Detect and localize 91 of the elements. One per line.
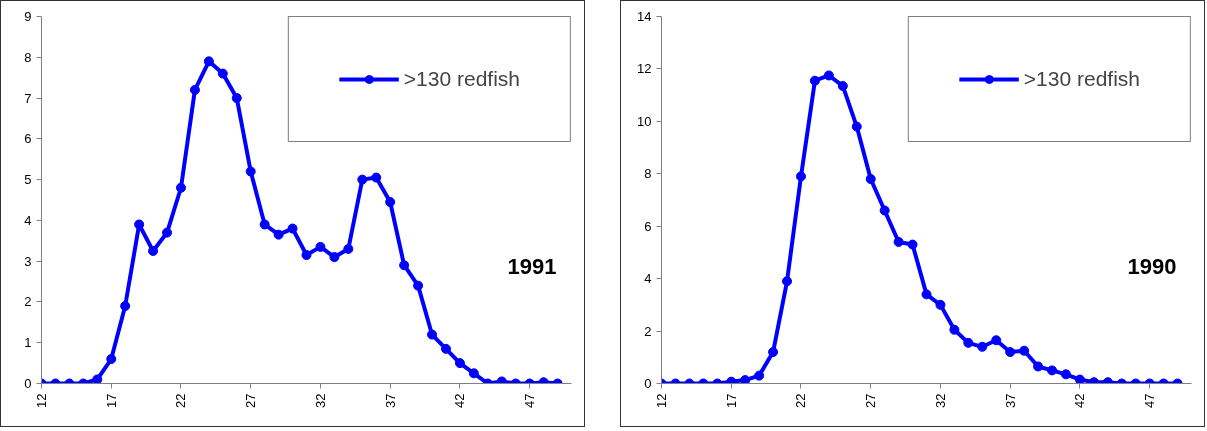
point: [162, 227, 173, 238]
y-tick-label: 0: [24, 376, 32, 391]
x-tick-label: 22: [173, 393, 189, 408]
point: [1033, 361, 1044, 372]
point: [809, 75, 820, 86]
point: [329, 252, 340, 263]
point: [357, 174, 368, 185]
annotation: 1990: [1127, 253, 1177, 279]
legend-label: >130 redfish: [1023, 67, 1140, 91]
x-tick-label: 17: [103, 393, 119, 408]
point: [893, 236, 904, 247]
x-tick-label: 37: [382, 393, 398, 408]
annotation: 1991: [507, 253, 557, 279]
y-tick-label: 0: [644, 376, 652, 391]
x-tick-label: 42: [1072, 393, 1088, 408]
point: [837, 80, 848, 91]
y-tick-label: 7: [24, 90, 32, 106]
point: [468, 368, 479, 379]
y-tick-label: 2: [644, 323, 652, 339]
point: [1005, 347, 1016, 358]
x-tick-label: 32: [932, 393, 948, 408]
point: [851, 121, 862, 132]
point: [231, 93, 242, 104]
point: [189, 84, 200, 95]
y-tick-label: 4: [644, 271, 652, 287]
point: [301, 250, 312, 261]
y-tick-label: 6: [644, 218, 652, 234]
x-tick-label: 12: [654, 393, 669, 408]
point: [768, 347, 779, 358]
point: [907, 239, 918, 250]
y-tick-label: 5: [24, 172, 32, 188]
x-tick-label: 27: [863, 393, 879, 408]
point: [203, 56, 214, 67]
y-tick-label: 14: [637, 9, 652, 24]
x-tick-label: 47: [1142, 393, 1158, 408]
point: [440, 343, 451, 354]
point: [795, 171, 806, 182]
x-tick-label: 17: [723, 393, 739, 408]
point: [963, 337, 974, 348]
legend-label: >130 redfish: [403, 67, 520, 91]
point: [991, 335, 1002, 346]
point: [175, 182, 186, 193]
x-tick-label: 27: [243, 393, 259, 408]
point: [315, 241, 326, 252]
point: [120, 301, 131, 312]
point: [106, 354, 117, 365]
point: [740, 375, 751, 384]
y-tick-label: 4: [24, 212, 32, 228]
y-tick-label: 2: [24, 294, 32, 310]
point: [454, 358, 465, 369]
y-tick-label: 8: [24, 49, 32, 65]
x-tick-label: 12: [34, 393, 49, 408]
point: [949, 324, 960, 335]
y-tick-label: 1: [24, 335, 32, 351]
point: [977, 341, 988, 352]
y-tick-label: 10: [637, 113, 652, 129]
x-tick-label: 32: [312, 393, 328, 408]
y-tick-label: 12: [637, 61, 652, 77]
x-tick-label: 37: [1002, 393, 1018, 408]
point: [148, 245, 159, 256]
point: [273, 229, 284, 240]
point: [385, 197, 396, 208]
x-tick-label: 47: [522, 393, 538, 408]
point: [1047, 365, 1058, 376]
point: [935, 299, 946, 310]
point: [287, 223, 298, 234]
point: [1019, 345, 1030, 356]
point: [1074, 374, 1085, 384]
point: [427, 329, 438, 340]
point: [782, 276, 793, 287]
point: [399, 260, 410, 271]
point: [865, 174, 876, 185]
point: [879, 205, 890, 216]
point: [134, 219, 145, 230]
point: [343, 243, 354, 254]
point: [823, 70, 834, 81]
point: [371, 172, 382, 183]
y-tick-label: 6: [24, 131, 32, 147]
point: [921, 289, 932, 300]
point: [245, 166, 256, 177]
point: [754, 370, 765, 381]
point: [1060, 369, 1071, 380]
point: [92, 374, 103, 384]
point: [413, 280, 424, 291]
point: [217, 68, 228, 79]
x-tick-label: 22: [793, 393, 809, 408]
y-tick-label: 8: [644, 166, 652, 182]
y-tick-label: 9: [24, 9, 32, 24]
y-tick-label: 3: [24, 253, 32, 269]
point: [259, 219, 270, 230]
x-tick-label: 42: [452, 393, 468, 408]
